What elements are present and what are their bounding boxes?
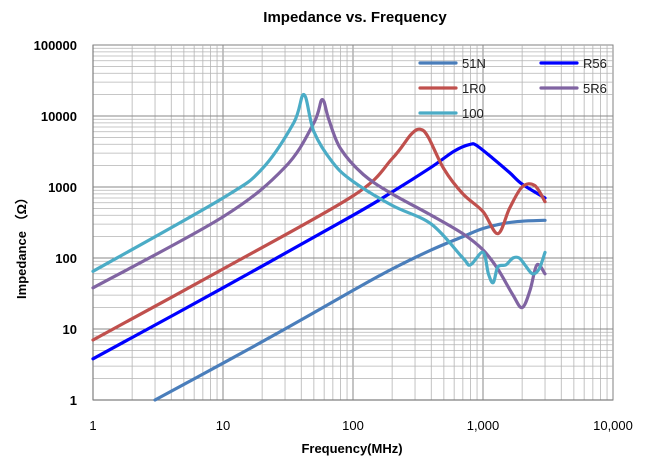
y-tick-label: 1000	[48, 180, 77, 195]
series-line-51n	[153, 218, 547, 402]
tick-labels: 1 10 100 1,000 10,000 1 10 100 1000 10000 100000	[34, 38, 633, 433]
y-tick-label: 100000	[34, 38, 77, 53]
legend-label-100: 100	[462, 106, 484, 121]
legend-label-1r0: 1R0	[462, 81, 486, 96]
x-tick-label: 1	[89, 418, 96, 433]
x-tick-label: 100	[342, 418, 364, 433]
legend: 51N R56 1R0 5R6 100	[418, 56, 607, 121]
y-tick-label: 10000	[41, 109, 77, 124]
x-tick-label: 10	[216, 418, 230, 433]
series-line-1r0	[91, 127, 547, 342]
y-axis-label: Impedance （Ω）	[14, 191, 29, 299]
chart-title: Impedance vs. Frequency	[263, 9, 447, 26]
grid	[92, 44, 614, 401]
y-tick-label: 1	[70, 393, 77, 408]
series-line-100	[91, 92, 547, 285]
y-tick-label: 100	[55, 251, 77, 266]
legend-label-r56: R56	[583, 56, 607, 71]
legend-label-51n: 51N	[462, 56, 486, 71]
x-axis-label: Frequency(MHz)	[301, 441, 402, 456]
x-tick-label: 10,000	[593, 418, 633, 433]
legend-label-5r6: 5R6	[583, 81, 607, 96]
series-line-r56	[91, 142, 547, 361]
y-tick-label: 10	[63, 322, 77, 337]
x-tick-label: 1,000	[467, 418, 500, 433]
series-line-5r6	[91, 98, 547, 310]
series-lines	[91, 92, 547, 402]
